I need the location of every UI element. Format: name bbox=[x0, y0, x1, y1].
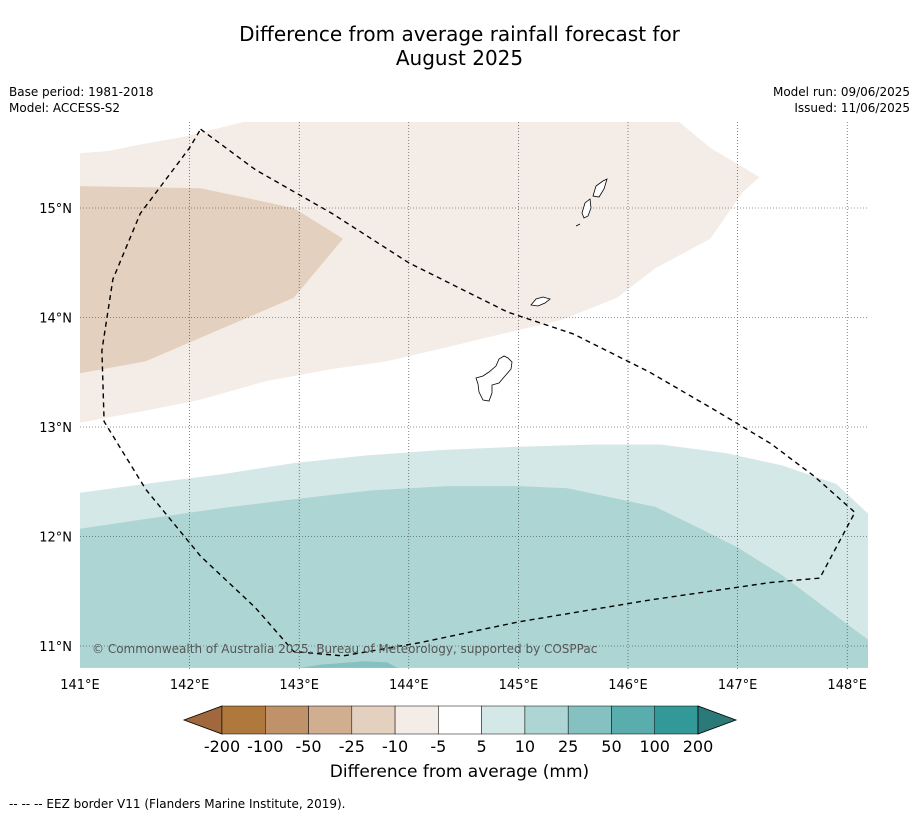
issued-text: Issued: 11/06/2025 bbox=[794, 101, 910, 115]
title-line-1: Difference from average rainfall forecas… bbox=[239, 22, 680, 46]
colorbar-tick-label: 100 bbox=[639, 737, 670, 756]
colorbar-segment bbox=[611, 705, 655, 735]
region-10-to-25 bbox=[80, 486, 868, 668]
model-text: Model: ACCESS-S2 bbox=[9, 101, 121, 115]
base-period-text: Base period: 1981-2018 bbox=[9, 85, 154, 99]
colorbar-tick-label: -50 bbox=[295, 737, 322, 756]
colorbar-tick-label: 200 bbox=[682, 737, 714, 756]
colorbar-segment bbox=[265, 705, 309, 735]
colorbar-tick-label: -200 bbox=[203, 737, 241, 756]
region--25-to--10 bbox=[80, 186, 343, 374]
lat-tick-label: 11°N bbox=[39, 640, 72, 655]
colorbar-tick-label: 50 bbox=[601, 737, 622, 756]
lon-tick-label: 147°E bbox=[718, 678, 758, 693]
island-rota bbox=[530, 296, 551, 307]
colorbar-tick-label: -25 bbox=[338, 737, 365, 756]
islands bbox=[475, 178, 608, 402]
lon-tick-label: 144°E bbox=[389, 678, 429, 693]
colorbar-label: Difference from average (mm) bbox=[329, 762, 590, 782]
axis-labels: 141°E 142°E 143°E 144°E 145°E 146°E 147°E 148°E… bbox=[39, 202, 867, 693]
footnote: -- -- -- EEZ border V11 (Flanders Marine… bbox=[9, 797, 346, 811]
lon-tick-label: 141°E bbox=[60, 678, 100, 693]
lon-tick-label: 145°E bbox=[499, 678, 539, 693]
colorbar-tick-label: 5 bbox=[476, 737, 487, 756]
lon-tick-label: 142°E bbox=[170, 678, 210, 693]
lon-tick-label: 143°E bbox=[279, 678, 319, 693]
lat-tick-label: 15°N bbox=[39, 202, 72, 217]
island-saipan bbox=[592, 178, 608, 198]
chart-title: Difference from average rainfall forecas… bbox=[0, 22, 919, 70]
meta-right: Model run: 09/06/2025 Issued: 11/06/2025 bbox=[773, 84, 910, 116]
gridlines bbox=[80, 122, 868, 669]
colorbar-tick-label: -5 bbox=[430, 737, 447, 756]
region-25-to-50 bbox=[299, 661, 398, 668]
colorbar-tick-label: -100 bbox=[247, 737, 284, 756]
eez-border bbox=[101, 128, 856, 657]
region--10-to--5 bbox=[80, 122, 760, 423]
island-aguijan bbox=[575, 223, 581, 227]
title-line-2: August 2025 bbox=[395, 46, 524, 70]
lon-tick-label: 146°E bbox=[608, 678, 648, 693]
colorbar-tick-label: -10 bbox=[382, 737, 409, 756]
colorbar-segment bbox=[394, 705, 439, 735]
rainfall-regions bbox=[80, 122, 868, 668]
colorbar-extend-high bbox=[697, 705, 738, 735]
colorbar bbox=[182, 705, 738, 735]
colorbar-extend-low bbox=[182, 705, 223, 735]
colorbar-segment bbox=[567, 705, 612, 735]
copyright-text: © Commonwealth of Australia 2025, Bureau… bbox=[92, 642, 597, 656]
meta-left: Base period: 1981-2018 Model: ACCESS-S2 bbox=[9, 84, 154, 116]
island-guam bbox=[475, 355, 513, 402]
colorbar-segment bbox=[524, 705, 569, 735]
colorbar-segment bbox=[308, 705, 353, 735]
lat-tick-label: 12°N bbox=[39, 531, 72, 546]
island-tinian bbox=[581, 198, 592, 219]
lon-tick-label: 148°E bbox=[827, 678, 867, 693]
colorbar-tick-label: 25 bbox=[557, 737, 579, 756]
rainfall-map: © Commonwealth of Australia 2025, Bureau… bbox=[39, 122, 868, 735]
colorbar-segment bbox=[221, 705, 266, 735]
lat-tick-label: 13°N bbox=[39, 421, 72, 436]
colorbar-segment bbox=[654, 705, 699, 735]
model-run-text: Model run: 09/06/2025 bbox=[772, 85, 910, 99]
colorbar-segment bbox=[351, 705, 396, 735]
colorbar-segment bbox=[438, 705, 482, 735]
lat-tick-label: 14°N bbox=[39, 312, 72, 327]
colorbar-tick-label: 10 bbox=[514, 737, 536, 756]
colorbar-segment bbox=[481, 705, 526, 735]
